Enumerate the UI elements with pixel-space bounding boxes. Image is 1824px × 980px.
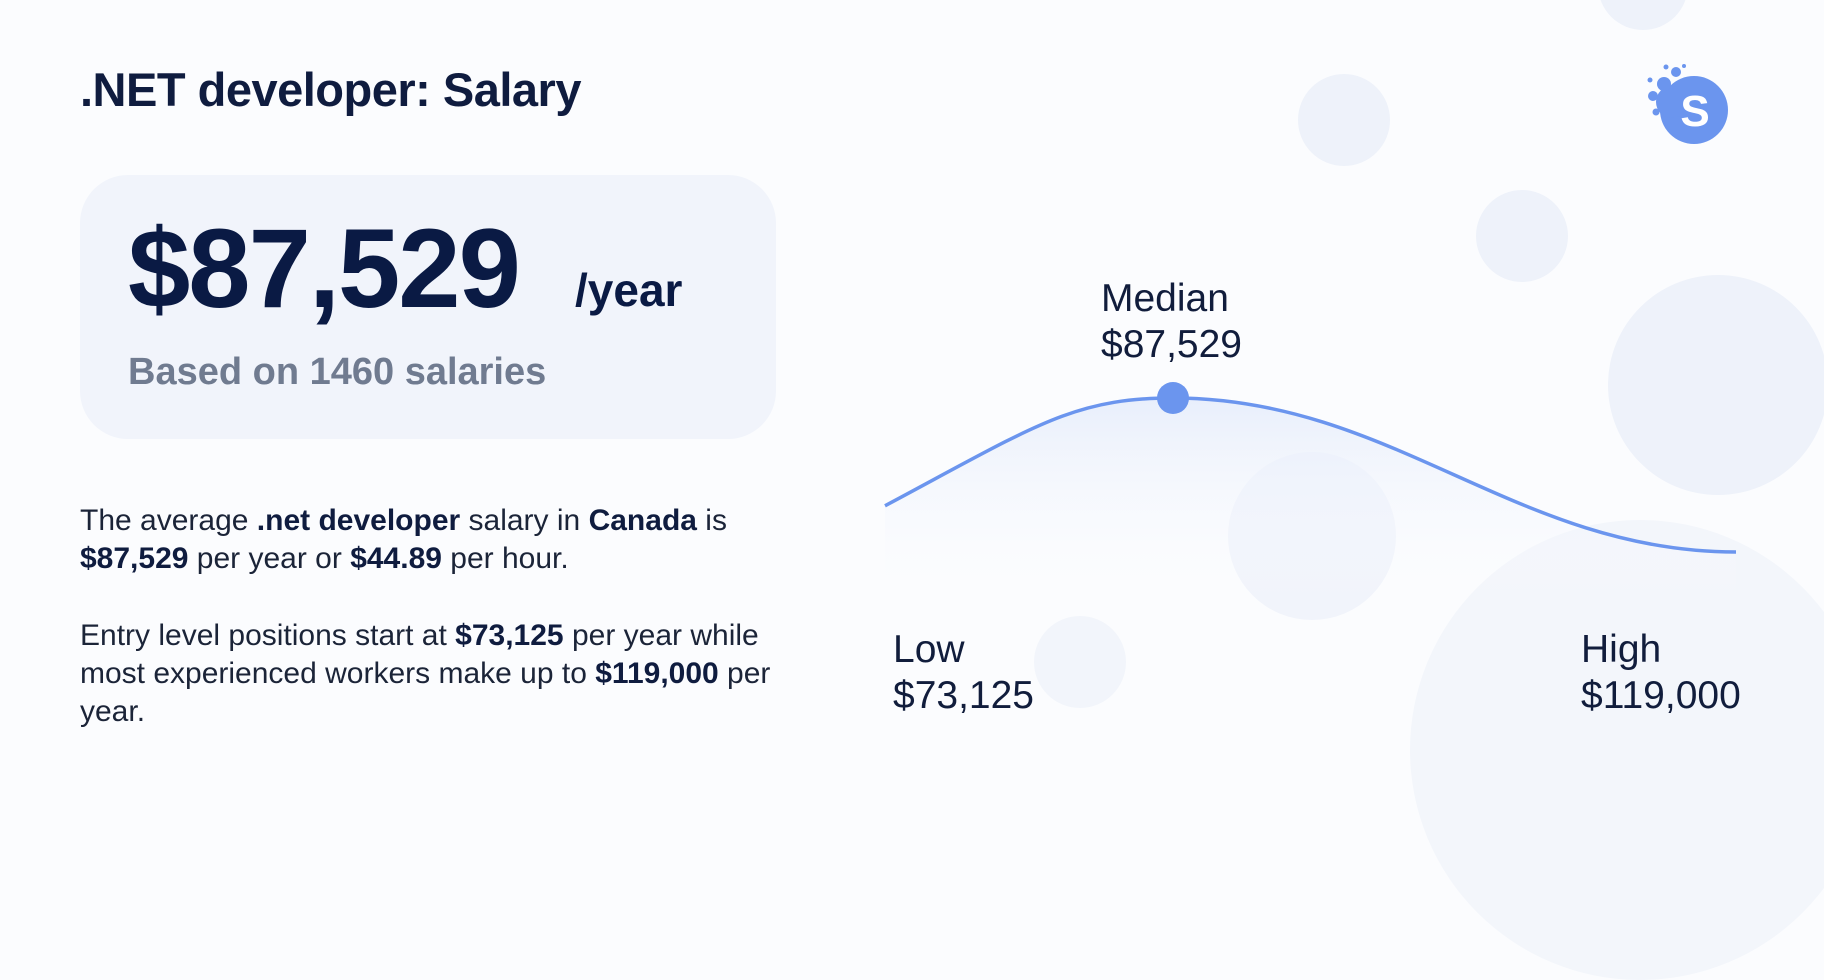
range-highlight: $73,125 bbox=[455, 619, 564, 652]
logo-icon: S bbox=[1647, 64, 1728, 144]
low-label: Low $73,125 bbox=[893, 627, 1034, 719]
range-text: per year while most experienced workers … bbox=[80, 619, 759, 690]
bg-circle bbox=[1476, 190, 1568, 282]
summary-highlight: .net developer bbox=[256, 504, 461, 537]
range-text: Entry level positions start at bbox=[80, 619, 456, 652]
salary-count: Based on 1460 salaries bbox=[128, 351, 547, 393]
salary-distribution-chart bbox=[884, 382, 1737, 600]
summary-text: salary in bbox=[460, 504, 589, 537]
page-title: .NET developer: Salary bbox=[80, 63, 581, 116]
summary-text: per year or bbox=[188, 542, 351, 575]
median-point bbox=[1157, 382, 1189, 414]
logo-letter: S bbox=[1680, 87, 1709, 136]
summary-text: is bbox=[696, 504, 727, 537]
salary-curve bbox=[884, 396, 1737, 554]
summary-highlight: $87,529 bbox=[80, 542, 189, 575]
low-label-name: Low bbox=[893, 628, 965, 671]
low-label-value: $73,125 bbox=[893, 674, 1034, 717]
bg-circle bbox=[1608, 275, 1824, 495]
median-label: Median $87,529 bbox=[1101, 276, 1242, 368]
bg-circle bbox=[1034, 616, 1126, 708]
summary-text: The average bbox=[80, 504, 257, 537]
logo: S bbox=[1644, 62, 1736, 154]
salary-card: $87,529 /year Based on 1460 salaries bbox=[80, 175, 776, 439]
curve-area bbox=[885, 398, 1736, 600]
median-label-name: Median bbox=[1101, 277, 1229, 320]
salary-range-text: Entry level positions start at $73,125 p… bbox=[80, 617, 780, 731]
salary-summary-text: The average .net developer salary in Can… bbox=[80, 502, 780, 578]
high-label: High $119,000 bbox=[1581, 627, 1741, 719]
summary-highlight: $44.89 bbox=[350, 542, 442, 575]
range-text: per year. bbox=[80, 657, 771, 728]
bg-circle bbox=[1298, 74, 1390, 166]
summary-highlight: Canada bbox=[588, 504, 697, 537]
range-highlight: $119,000 bbox=[595, 657, 719, 690]
summary-text: per hour. bbox=[441, 542, 569, 575]
high-label-name: High bbox=[1581, 628, 1662, 671]
median-label-value: $87,529 bbox=[1101, 323, 1242, 366]
salary-amount: $87,529 bbox=[128, 206, 521, 331]
high-label-value: $119,000 bbox=[1581, 674, 1741, 717]
salary-unit: /year bbox=[575, 264, 683, 316]
